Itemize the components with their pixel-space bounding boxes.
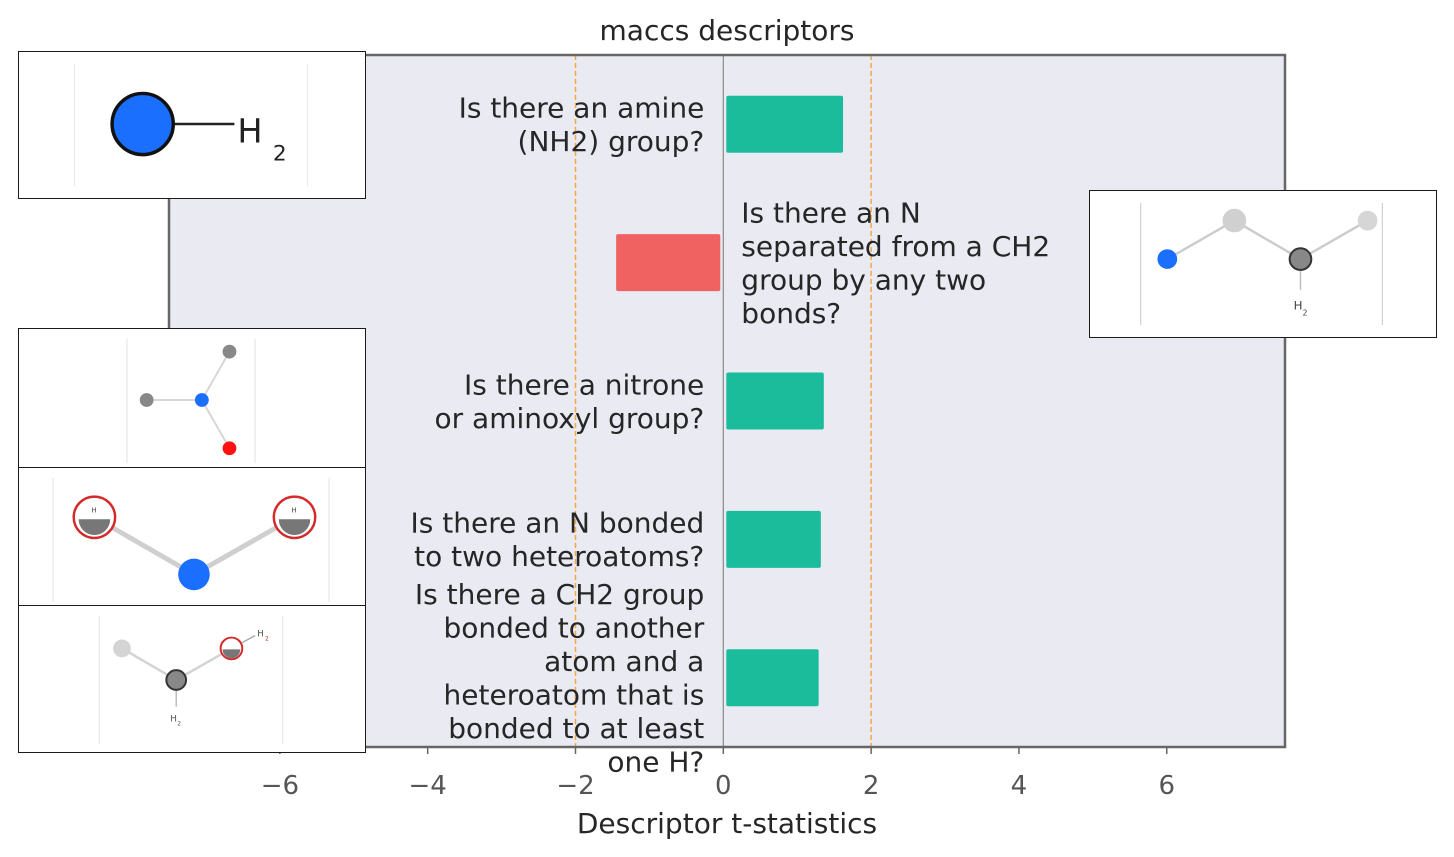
molecule-nitrone-inset <box>18 328 366 468</box>
bar <box>726 372 824 430</box>
svg-text:2: 2 <box>177 721 181 727</box>
molecule-nh2-inset: H 2 <box>18 51 366 199</box>
oxygen-atom-icon <box>222 441 237 456</box>
bar <box>616 234 721 292</box>
x-tick-label: 2 <box>863 771 880 801</box>
svg-text:H: H <box>292 506 297 514</box>
svg-text:H: H <box>257 630 264 640</box>
bar-label: Is there an N bonded to two heteroatoms? <box>411 507 705 574</box>
bar <box>726 649 819 707</box>
nitrogen-atom-icon <box>178 558 210 591</box>
nitrogen-atom-icon <box>194 393 209 407</box>
svg-text:2: 2 <box>265 637 269 643</box>
svg-text:H: H <box>91 506 96 514</box>
molecule-ch2-heteroatom-inset: H 2 H 2 <box>18 605 366 753</box>
carbon-atom-icon <box>1222 208 1247 233</box>
bar-label: Is there a CH2 group bonded to another ato… <box>415 578 705 779</box>
carbon-atom-icon <box>165 669 188 691</box>
carbon-atom-icon <box>113 639 131 658</box>
nitrogen-atom-icon <box>110 91 175 157</box>
x-tick-label: 6 <box>1158 771 1175 801</box>
bar <box>726 510 821 568</box>
x-tick-label: −6 <box>261 771 299 801</box>
carbon-atom-icon <box>1288 247 1313 271</box>
h2-label: H <box>237 112 262 151</box>
molecule-n-heteroatoms-inset: H H <box>18 467 366 607</box>
molecule-n-ch2-inset: H 2 <box>1089 190 1437 338</box>
bar <box>726 95 844 153</box>
nitrogen-atom-icon <box>1157 249 1178 269</box>
x-tick-label: 4 <box>1011 771 1028 801</box>
bar-label: Is there an amine (NH2) group? <box>459 91 705 158</box>
chart-title: maccs descriptors <box>600 14 855 47</box>
svg-text:H: H <box>170 714 177 724</box>
x-tick-label: 0 <box>715 771 732 801</box>
carbon-atom-icon <box>1357 210 1378 231</box>
x-tick-label: −4 <box>409 771 447 801</box>
carbon-atom-icon <box>139 393 154 407</box>
x-axis-label: Descriptor t-statistics <box>577 807 877 840</box>
bar-label: Is there a nitrone or aminoxyl group? <box>435 368 705 435</box>
x-tick-label: −2 <box>556 771 594 801</box>
carbon-atom-icon <box>222 344 237 359</box>
svg-text:H: H <box>1294 298 1303 312</box>
svg-text:2: 2 <box>273 142 287 167</box>
svg-text:2: 2 <box>1302 308 1307 317</box>
